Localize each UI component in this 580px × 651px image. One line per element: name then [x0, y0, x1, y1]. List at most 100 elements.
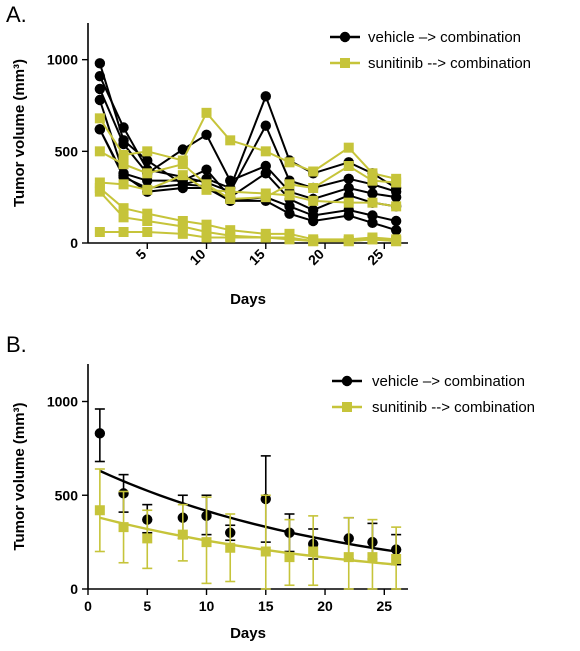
- legend-label: sunitinib --> combination: [372, 399, 535, 416]
- sunitinib-mean-point: [225, 542, 236, 553]
- sunitinib-point: [225, 186, 236, 197]
- vehicle-point: [94, 94, 106, 106]
- x-tick-label: 25: [364, 246, 386, 268]
- x-tick-label: 20: [305, 246, 327, 268]
- y-tick-label: 0: [70, 235, 78, 251]
- sunitinib-mean-point: [391, 554, 402, 564]
- x-tick-label: 10: [186, 246, 208, 268]
- vehicle-point: [260, 91, 271, 102]
- sunitinib-point: [308, 183, 319, 193]
- sunitinib-point: [142, 184, 153, 195]
- sunitinib-point: [201, 107, 212, 118]
- sunitinib-point: [391, 201, 402, 212]
- legend-label: vehicle –> combination: [368, 29, 521, 46]
- vehicle-fit-curve: [99, 469, 397, 553]
- sunitinib-mean-point: [284, 552, 295, 563]
- sunitinib-point: [284, 179, 295, 190]
- y-tick-label: 500: [55, 143, 79, 159]
- vehicle-point: [94, 83, 106, 95]
- sunitinib-point: [142, 168, 153, 179]
- vehicle-point: [201, 164, 212, 175]
- sunitinib-point: [343, 197, 354, 208]
- vehicle-point: [343, 173, 354, 185]
- sunitinib-point: [284, 190, 295, 201]
- sunitinib-point: [94, 186, 105, 197]
- sunitinib-point: [142, 208, 153, 219]
- sunitinib-point: [142, 216, 153, 226]
- vehicle-point: [367, 210, 378, 221]
- sunitinib-point: [94, 177, 105, 188]
- sunitinib-point: [260, 188, 271, 199]
- y-tick-label: 1000: [47, 52, 78, 68]
- vehicle-point: [390, 215, 402, 227]
- sunitinib-mean-point: [177, 529, 188, 540]
- x-tick-label: 15: [258, 598, 274, 614]
- vehicle-point: [284, 201, 295, 212]
- sunitinib-point: [260, 232, 271, 243]
- vehicle-point: [118, 122, 129, 133]
- legend-marker: [340, 58, 350, 68]
- x-axis-title: Days: [230, 291, 266, 308]
- legend-label: vehicle –> combination: [372, 373, 525, 390]
- sunitinib-point: [308, 195, 319, 206]
- y-tick-label: 0: [70, 581, 78, 597]
- sunitinib-point: [343, 161, 354, 171]
- panel-label: A.: [6, 2, 27, 27]
- sunitinib-point: [177, 228, 188, 239]
- sunitinib-mean-point: [94, 505, 105, 516]
- vehicle-point: [343, 210, 354, 221]
- x-tick-label: 10: [199, 598, 215, 614]
- vehicle-point: [307, 215, 319, 227]
- sunitinib-point: [177, 159, 188, 170]
- x-tick-label: 0: [84, 598, 92, 614]
- y-tick-label: 1000: [47, 394, 78, 410]
- vehicle-point: [177, 182, 189, 194]
- y-tick-label: 500: [55, 487, 79, 503]
- panel-label: B.: [6, 332, 27, 357]
- vehicle-point: [367, 217, 378, 229]
- sunitinib-point: [260, 146, 271, 157]
- sunitinib-point: [118, 179, 129, 190]
- sunitinib-point: [284, 157, 295, 168]
- vehicle-point: [94, 124, 106, 135]
- panel-b: B. 0 500 1000 0 5 10 15 20 25 Days Tumor volume (mm…: [6, 332, 535, 642]
- vehicle-point: [367, 188, 378, 199]
- sunitinib-point: [201, 179, 212, 190]
- sunitinib-mean-point: [308, 546, 319, 557]
- sunitinib-mean-point: [367, 552, 378, 563]
- sunitinib-point: [225, 232, 236, 243]
- x-tick-label: 5: [143, 598, 151, 614]
- sunitinib-point: [94, 113, 105, 124]
- sunitinib-point: [118, 159, 129, 170]
- vehicle-point: [390, 191, 402, 203]
- vehicle-point: [118, 138, 129, 150]
- sunitinib-mean-point: [118, 522, 129, 533]
- sunitinib-point: [343, 142, 354, 153]
- sunitinib-point: [177, 216, 188, 226]
- legend-marker: [342, 402, 352, 412]
- legend-label: sunitinib --> combination: [368, 55, 531, 72]
- sunitinib-point: [391, 236, 402, 247]
- vehicle-point: [118, 169, 129, 181]
- sunitinib-point: [201, 227, 212, 237]
- sunitinib-point: [201, 184, 212, 195]
- sunitinib-mean-point: [260, 546, 271, 557]
- sunitinib-point: [142, 146, 153, 157]
- y-axis-title: Tumor volume (mm³): [11, 402, 28, 550]
- sunitinib-mean-point: [343, 552, 354, 563]
- vehicle-point: [390, 224, 402, 236]
- sunitinib-point: [367, 234, 378, 245]
- sunitinib-point: [201, 219, 212, 230]
- x-axis-title: Days: [230, 625, 266, 642]
- sunitinib-point: [367, 168, 378, 179]
- sunitinib-point: [177, 221, 188, 232]
- sunitinib-point: [367, 175, 378, 186]
- legend-marker: [341, 375, 353, 387]
- vehicle-point: [260, 168, 271, 179]
- sunitinib-point: [94, 146, 105, 157]
- x-tick-label: 20: [317, 598, 333, 614]
- sunitinib-point: [225, 194, 236, 204]
- vehicle-point: [260, 160, 271, 172]
